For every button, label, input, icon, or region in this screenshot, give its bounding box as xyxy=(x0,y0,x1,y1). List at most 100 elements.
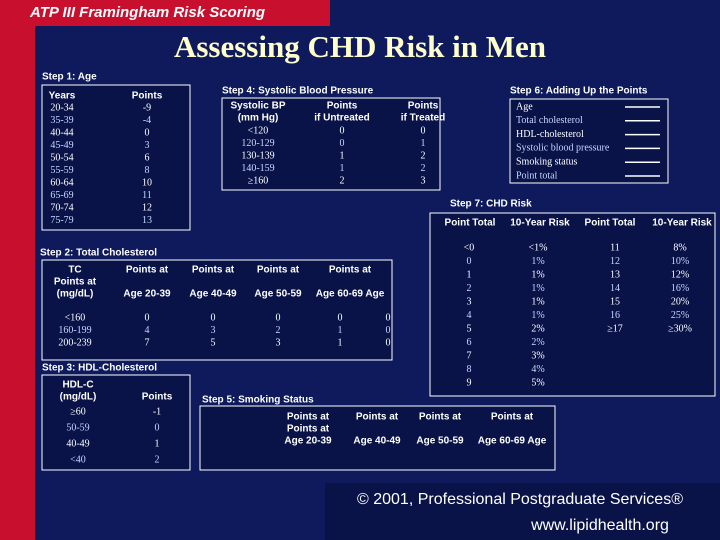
cell: 130-139 xyxy=(241,150,274,161)
item: Total cholesterol xyxy=(516,115,583,126)
cell: 12% xyxy=(671,269,689,280)
section-title: Step 5: Smoking Status xyxy=(202,395,314,406)
cell: 1 xyxy=(338,337,343,348)
cell: ≥30% xyxy=(668,323,692,334)
item: HDL-cholesterol xyxy=(516,129,584,140)
cell: 11 xyxy=(610,242,620,253)
cell: 20% xyxy=(671,296,689,307)
column-header: Points at xyxy=(257,265,300,276)
cell: 0 xyxy=(421,125,426,136)
item: Age xyxy=(516,101,533,112)
cell: 20-34 xyxy=(50,102,73,113)
column-header: Points at xyxy=(54,277,97,288)
column-header: TC xyxy=(68,265,81,276)
cell: 13 xyxy=(142,215,152,226)
cell: 65-69 xyxy=(50,190,73,201)
cell: 25% xyxy=(671,310,689,321)
cell: 1 xyxy=(421,138,426,149)
title: Assessing CHD Risk in Men xyxy=(174,29,546,64)
cell: -9 xyxy=(143,102,151,113)
cell: 0 xyxy=(155,422,160,433)
red-strip xyxy=(0,0,35,540)
cell: 2 xyxy=(421,150,426,161)
column-header: Age 50-59 xyxy=(254,289,302,300)
cell: 16% xyxy=(671,283,689,294)
cell: <40 xyxy=(70,454,86,465)
cell: 40-44 xyxy=(50,127,73,138)
column-header: Points xyxy=(327,101,358,112)
cell: 6 xyxy=(467,337,472,348)
column-header: Age 60-69 Age xyxy=(478,436,547,447)
cell: 55-59 xyxy=(50,165,73,176)
column-header: if Untreated xyxy=(314,113,370,124)
section-title: Step 3: HDL-Cholesterol xyxy=(42,363,157,374)
cell: 2 xyxy=(421,163,426,174)
column-header: Points at xyxy=(491,412,534,423)
section-title: Step 7: CHD Risk xyxy=(450,199,532,210)
cell: 8 xyxy=(467,364,472,375)
cell: 160-199 xyxy=(58,325,91,336)
column-header: Age 20-39 xyxy=(284,436,332,447)
cell: 0 xyxy=(340,138,345,149)
section-title: Step 2: Total Cholesterol xyxy=(40,248,157,259)
cell: 10% xyxy=(671,256,689,267)
cell: 5 xyxy=(467,323,472,334)
cell: 2 xyxy=(340,175,345,186)
cell: 2% xyxy=(531,337,544,348)
cell: 0 xyxy=(386,312,391,323)
section-title: Step 1: Age xyxy=(42,72,97,83)
column-header: (mg/dL) xyxy=(57,289,94,300)
cell: 1 xyxy=(338,325,343,336)
cell: 40-49 xyxy=(66,438,89,449)
cell: 0 xyxy=(145,127,150,138)
copyright: © 2001, Professional Postgraduate Servic… xyxy=(357,491,683,508)
box-step7 xyxy=(429,212,716,397)
column-header: Age 20-39 xyxy=(123,289,171,300)
cell: 3 xyxy=(145,140,150,151)
cell: 1% xyxy=(531,256,544,267)
cell: 3 xyxy=(276,337,281,348)
column-header: Points xyxy=(408,101,439,112)
cell: 5% xyxy=(531,377,544,388)
column-header: (mm Hg) xyxy=(238,113,279,124)
cell: 0 xyxy=(340,125,345,136)
box-step1 xyxy=(41,84,191,231)
cell: <120 xyxy=(248,125,269,136)
column-header: Point Total xyxy=(585,218,636,229)
column-header: Points at xyxy=(287,412,330,423)
column-header: Points xyxy=(142,392,173,403)
cell: 6 xyxy=(145,152,150,163)
column-header: (mg/dL) xyxy=(60,392,97,403)
cell: 0 xyxy=(467,256,472,267)
cell: ≥160 xyxy=(248,175,269,186)
cell: 5 xyxy=(211,337,216,348)
column-header: 10-Year Risk xyxy=(652,218,712,229)
cell: 1% xyxy=(531,269,544,280)
item: Systolic blood pressure xyxy=(516,143,610,154)
top-band xyxy=(0,0,330,26)
column-header: Years xyxy=(49,91,76,102)
cell: 75-79 xyxy=(50,215,73,226)
cell: 1 xyxy=(340,163,345,174)
footer-box xyxy=(325,483,720,540)
cell: 0 xyxy=(338,312,343,323)
cell: 8% xyxy=(673,242,686,253)
cell: <160 xyxy=(65,312,86,323)
column-header: Points at xyxy=(419,412,462,423)
cell: 3 xyxy=(421,175,426,186)
column-header: Points at xyxy=(192,265,235,276)
cell: 16 xyxy=(610,310,620,321)
cell: 1 xyxy=(155,438,160,449)
cell: 8 xyxy=(145,165,150,176)
cell: 3 xyxy=(211,325,216,336)
cell: 1 xyxy=(340,150,345,161)
cell: 15 xyxy=(610,296,620,307)
cell: 4 xyxy=(467,310,472,321)
cell: 1% xyxy=(531,310,544,321)
column-header: Points at xyxy=(126,265,169,276)
column-header: Points at xyxy=(287,424,330,435)
cell: 60-64 xyxy=(50,177,73,188)
column-header: Age 40-49 xyxy=(189,289,237,300)
column-header: Points at xyxy=(329,265,372,276)
